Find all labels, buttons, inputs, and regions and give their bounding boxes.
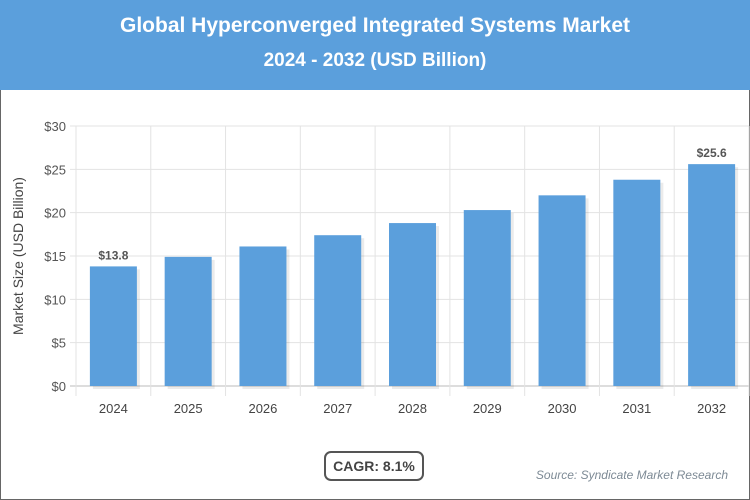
bar	[314, 235, 362, 386]
bar	[538, 195, 586, 386]
data-label: $13.8	[98, 248, 128, 262]
chart-header: Global Hyperconverged Integrated Systems…	[0, 0, 750, 90]
x-tick-label: 2028	[398, 401, 427, 416]
bar	[463, 210, 511, 386]
x-tick-label: 2029	[473, 401, 502, 416]
y-tick-label: $25	[44, 162, 66, 177]
data-label: $25.6	[697, 146, 727, 160]
source-note: Source: Syndicate Market Research	[535, 468, 728, 482]
chart-title: Global Hyperconverged Integrated Systems…	[120, 14, 630, 37]
x-tick-label: 2024	[99, 401, 128, 416]
x-tick-label: 2032	[697, 401, 726, 416]
y-axis-label: Market Size (USD Billion)	[10, 177, 26, 335]
x-tick-label: 2027	[323, 401, 352, 416]
bar	[389, 223, 436, 386]
y-tick-label: $15	[44, 249, 66, 264]
bar	[89, 266, 137, 386]
x-tick-label: 2031	[622, 401, 651, 416]
x-tick-label: 2025	[174, 401, 203, 416]
y-tick-label: $20	[44, 206, 66, 221]
x-tick-label: 2026	[248, 401, 277, 416]
y-tick-label: $10	[44, 292, 66, 307]
y-tick-label: $30	[44, 119, 66, 134]
bar	[239, 246, 287, 386]
bar	[613, 179, 661, 386]
x-tick-label: 2030	[548, 401, 577, 416]
cagr-badge: CAGR: 8.1%	[324, 451, 424, 481]
y-tick-label: $5	[52, 336, 66, 351]
bar	[164, 256, 212, 386]
y-tick-label: $0	[52, 379, 66, 394]
chart-subtitle: 2024 - 2032 (USD Billion)	[263, 50, 487, 71]
bar	[688, 164, 736, 386]
